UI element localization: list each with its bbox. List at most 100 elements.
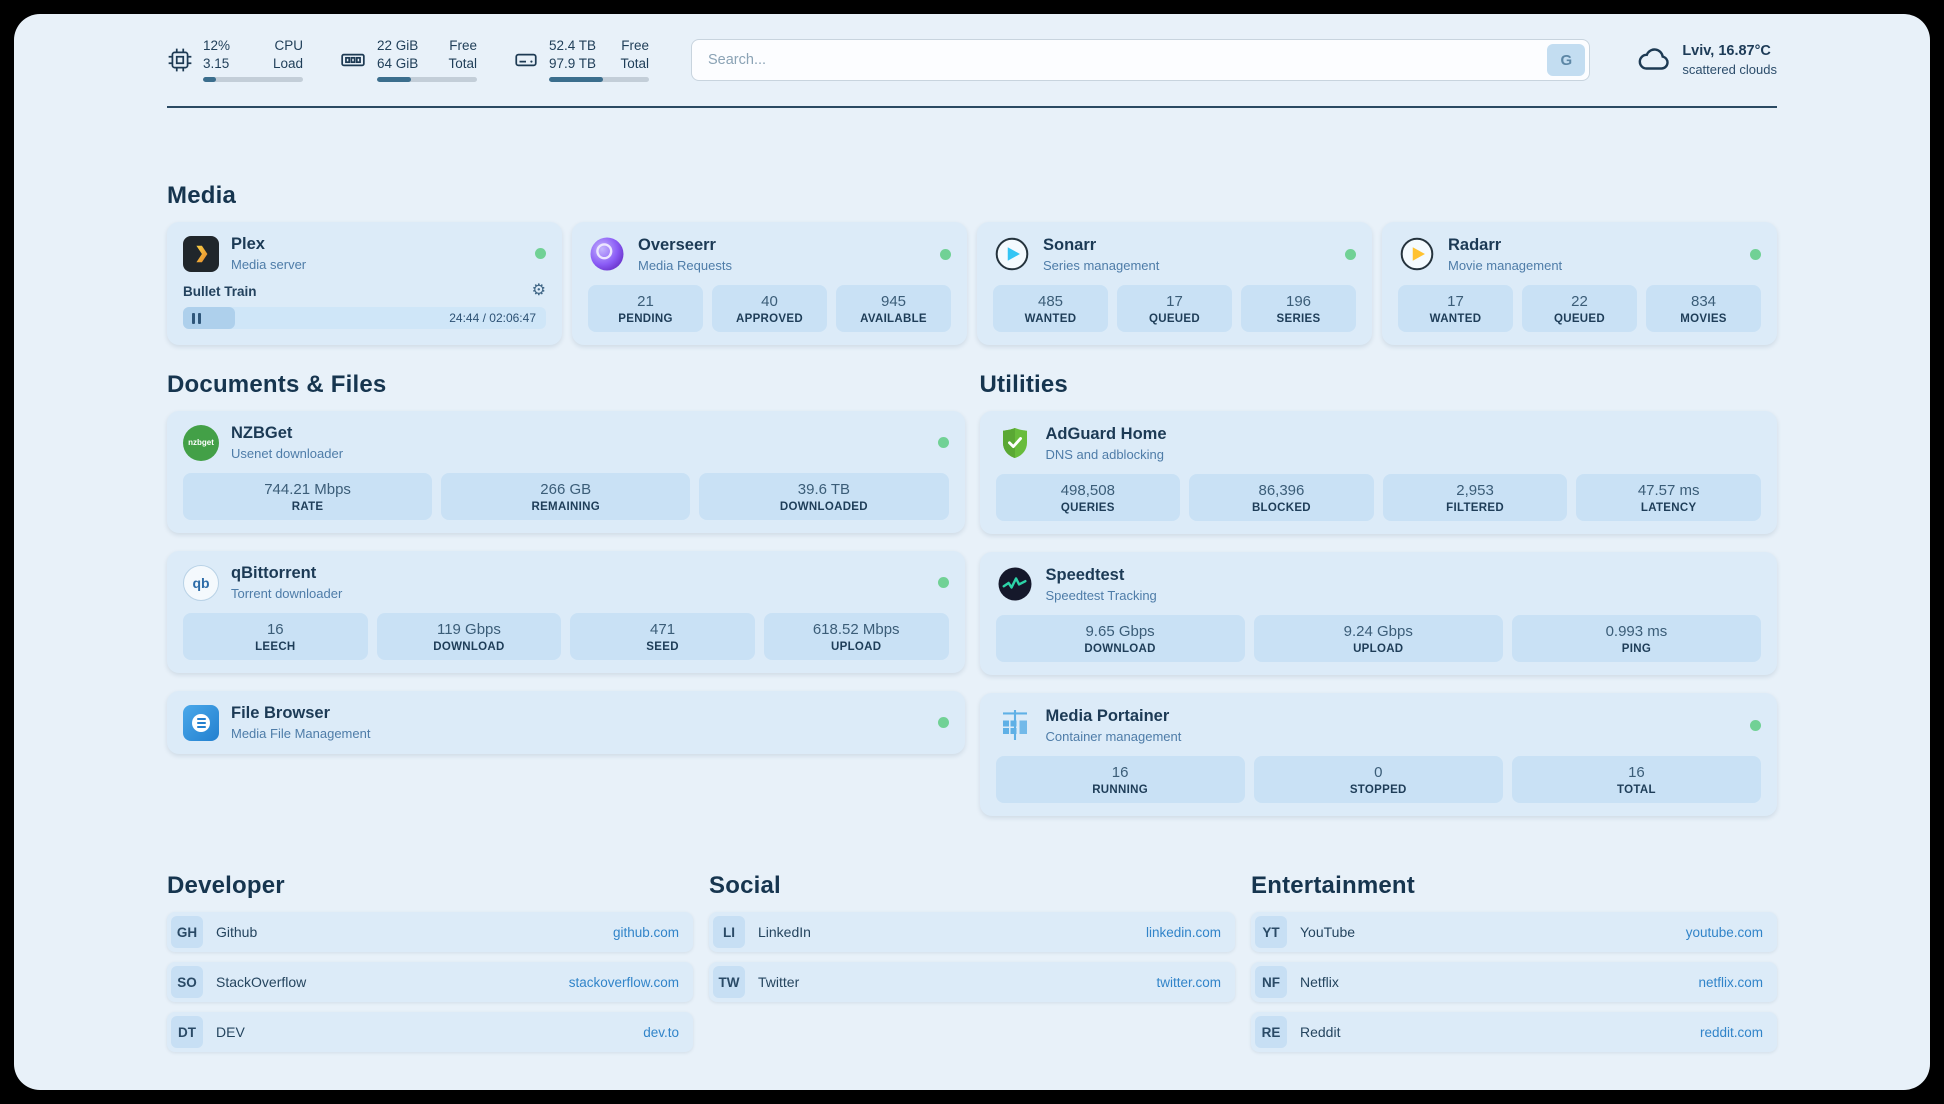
search-engine-button[interactable]: G xyxy=(1547,44,1586,76)
stat-stopped: 0 STOPPED xyxy=(1253,756,1503,803)
disk-progress-bar xyxy=(549,77,649,82)
radarr-card[interactable]: Radarr Movie management 17 WANTED 22 QUE… xyxy=(1382,222,1777,345)
bookmark-github[interactable]: GH Github github.com xyxy=(167,912,693,952)
sonarr-icon xyxy=(993,235,1031,273)
ram-icon xyxy=(339,47,367,73)
bookmark-netflix[interactable]: NF Netflix netflix.com xyxy=(1251,962,1777,1002)
service-description: Movie management xyxy=(1448,257,1563,273)
stat-label: SERIES xyxy=(1276,313,1321,325)
stat-value: 16 xyxy=(1111,764,1129,781)
stat-value: 17 xyxy=(1447,293,1464,310)
bookmark-url[interactable]: youtube.com xyxy=(1685,924,1763,940)
qbittorrent-icon: qb xyxy=(183,564,219,601)
stat-label: QUERIES xyxy=(1060,502,1115,514)
stat-available: 945 AVAILABLE xyxy=(836,285,951,332)
section-media: Media Plex Media server xyxy=(167,182,1777,345)
speedtest-card[interactable]: Speedtest Speedtest Tracking 9.65 Gbps D… xyxy=(979,552,1777,675)
stat-blocked: 86,396 BLOCKED xyxy=(1189,474,1374,521)
bookmark-dev[interactable]: DT DEV dev.to xyxy=(167,1012,693,1052)
stat-label: QUEUED xyxy=(1148,313,1200,325)
playback-progress-bar: 24:44 / 02:06:47 xyxy=(183,307,546,329)
nzbget-icon: nzbget xyxy=(183,424,219,461)
stat-label: RATE xyxy=(291,501,324,513)
service-description: Media File Management xyxy=(231,726,371,741)
stat-label: SEED xyxy=(646,641,679,653)
bookmark-url[interactable]: twitter.com xyxy=(1156,974,1221,990)
stat-total: 16 TOTAL xyxy=(1511,756,1761,803)
disk-icon xyxy=(513,47,539,73)
overseerr-stats: 21 PENDING 40 APPROVED 945 AVAILABLE xyxy=(588,285,951,332)
overseerr-card[interactable]: Overseerr Media Requests 21 PENDING 40 A… xyxy=(572,222,967,345)
cpu-widget: 12% 3.15 CPU Load xyxy=(167,38,303,82)
memory-progress-bar xyxy=(377,77,477,82)
bookmark-url[interactable]: netflix.com xyxy=(1698,974,1763,990)
radarr-stats: 17 WANTED 22 QUEUED 834 MOVIES xyxy=(1398,285,1761,332)
filebrowser-card[interactable]: File Browser Media File Management xyxy=(167,691,965,754)
pause-icon[interactable] xyxy=(192,312,201,324)
status-dot-online xyxy=(1750,248,1761,260)
stat-label: STOPPED xyxy=(1349,784,1407,796)
sonarr-card[interactable]: Sonarr Series management 485 WANTED 17 Q… xyxy=(977,222,1372,345)
bookmark-name: Reddit xyxy=(1300,1024,1341,1040)
service-name: Speedtest xyxy=(1045,565,1125,584)
plex-card[interactable]: Plex Media server Bullet Train ⚙ 24:4 xyxy=(167,222,562,345)
bookmark-url[interactable]: github.com xyxy=(612,924,679,940)
bookmark-name: DEV xyxy=(216,1024,245,1040)
stat-ping: 0.993 ms PING xyxy=(1511,615,1761,662)
stat-value: 86,396 xyxy=(1258,482,1305,499)
search-input[interactable] xyxy=(691,39,1591,81)
stat-value: 16 xyxy=(266,621,284,638)
speedtest-stats: 9.65 Gbps DOWNLOAD 9.24 Gbps UPLOAD 0.99… xyxy=(995,615,1761,662)
stat-rate: 744.21 Mbps RATE xyxy=(183,473,433,520)
disk-free-value: 52.4 TB xyxy=(549,38,597,53)
stat-label: FILTERED xyxy=(1446,502,1504,514)
github-abbr-icon: GH xyxy=(171,916,203,948)
bookmark-stackoverflow[interactable]: SO StackOverflow stackoverflow.com xyxy=(167,962,693,1002)
stat-label: PENDING xyxy=(618,313,673,325)
stat-label: TOTAL xyxy=(1617,784,1656,796)
nzbget-card[interactable]: nzbget NZBGet Usenet downloader 744.21 M… xyxy=(167,411,965,533)
filebrowser-icon xyxy=(183,704,219,741)
bookmark-reddit[interactable]: RE Reddit reddit.com xyxy=(1251,1012,1777,1052)
stat-label: DOWNLOAD xyxy=(433,641,505,653)
stat-approved: 40 APPROVED xyxy=(712,285,827,332)
stat-upload: 618.52 Mbps UPLOAD xyxy=(763,613,949,660)
bookmark-url[interactable]: dev.to xyxy=(643,1024,679,1040)
status-dot-online xyxy=(937,717,949,728)
qbittorrent-card[interactable]: qb qBittorrent Torrent downloader 16 LEE… xyxy=(167,551,965,673)
stat-filtered: 2,953 FILTERED xyxy=(1382,474,1568,521)
stat-running: 16 RUNNING xyxy=(995,756,1245,803)
service-description: Usenet downloader xyxy=(231,446,344,461)
section-utilities: Utilities AdGuard Home xyxy=(979,371,1777,816)
netflix-abbr-icon: NF xyxy=(1255,966,1287,998)
cpu-load-value: 3.15 xyxy=(203,56,230,71)
settings-gear-icon[interactable]: ⚙ xyxy=(531,282,546,299)
bookmark-url[interactable]: reddit.com xyxy=(1699,1024,1763,1040)
stat-value: 744.21 Mbps xyxy=(264,481,351,498)
stat-value: 16 xyxy=(1628,764,1645,781)
cpu-progress-bar xyxy=(203,77,303,82)
portainer-card[interactable]: Media Portainer Container management 16 … xyxy=(979,693,1777,816)
stat-wanted: 17 WANTED xyxy=(1398,285,1513,332)
portainer-stats: 16 RUNNING 0 STOPPED 16 TOTAL xyxy=(995,756,1761,803)
section-title-developer: Developer xyxy=(167,872,285,899)
bookmark-youtube[interactable]: YT YouTube youtube.com xyxy=(1251,912,1777,952)
disk-total-value: 97.9 TB xyxy=(549,56,597,71)
service-name: AdGuard Home xyxy=(1045,424,1167,443)
disk-total-label: Total xyxy=(620,56,649,71)
bookmark-url[interactable]: stackoverflow.com xyxy=(568,974,679,990)
cpu-label: CPU xyxy=(274,38,303,53)
stat-label: UPLOAD xyxy=(1353,643,1404,655)
adguard-card[interactable]: AdGuard Home DNS and adblocking 498,508 … xyxy=(979,411,1777,534)
cpu-chip-icon xyxy=(167,47,193,73)
bookmark-twitter[interactable]: TW Twitter twitter.com xyxy=(709,962,1235,1002)
top-bar: 12% 3.15 CPU Load xyxy=(167,38,1777,82)
memory-total-label: Total xyxy=(448,56,477,71)
bookmark-name: StackOverflow xyxy=(216,974,307,990)
bookmark-url[interactable]: linkedin.com xyxy=(1145,924,1221,940)
bookmark-linkedin[interactable]: LI LinkedIn linkedin.com xyxy=(709,912,1235,952)
stat-value: 22 xyxy=(1571,293,1588,310)
stat-label: AVAILABLE xyxy=(860,313,927,325)
service-name: NZBGet xyxy=(231,424,293,442)
stat-pending: 21 PENDING xyxy=(588,285,703,332)
